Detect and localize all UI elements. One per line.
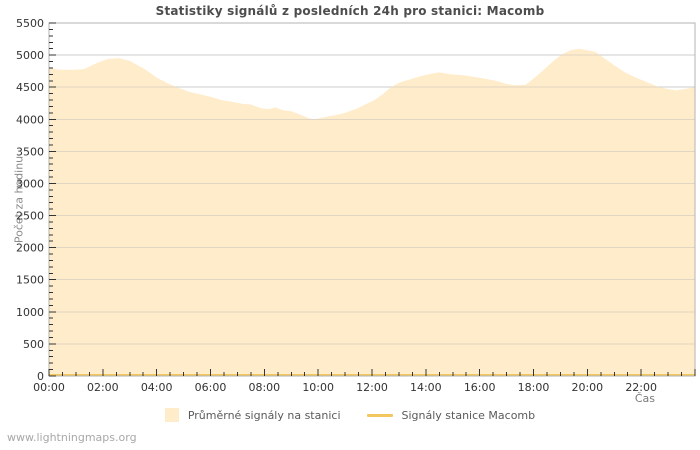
x-axis-title: Čas (634, 392, 655, 405)
chart-title: Statistiky signálů z posledních 24h pro … (155, 4, 545, 18)
watermark-link[interactable]: www.lightningmaps.org (7, 431, 137, 444)
y-tick-label: 0 (37, 370, 44, 383)
legend-item-station-signals: Signály stanice Macomb (366, 408, 536, 422)
x-tick-label: 06:00 (195, 381, 227, 394)
legend-label-average-signals: Průměrné signály na stanici (187, 408, 341, 422)
chart-legend: Průměrné signály na stanici Signály stan… (0, 408, 700, 422)
area-swatch-icon (164, 408, 179, 422)
x-tick-label: 18:00 (518, 381, 550, 394)
average-signals-area (49, 48, 695, 376)
y-gridlines-overlay (49, 54, 695, 345)
line-swatch-icon (366, 413, 393, 417)
y-tick-label: 2500 (16, 210, 44, 223)
y-tick-label: 4500 (16, 81, 44, 94)
x-tick-label: 20:00 (571, 381, 603, 394)
legend-item-average-signals: Průměrné signály na stanici (164, 408, 341, 422)
x-tick-label: 16:00 (464, 381, 496, 394)
y-tick-label: 2000 (16, 242, 44, 255)
x-tick-label: 02:00 (87, 381, 119, 394)
legend-label-station-signals: Signály stanice Macomb (401, 408, 536, 422)
x-tick-label: 08:00 (248, 381, 280, 394)
x-tick-label: 22:00 (625, 381, 657, 394)
x-tick-label: 00:00 (33, 381, 65, 394)
x-tick-labels: 00:00 02:00 04:00 06:00 08:00 10:00 12:00 14:00… (33, 381, 657, 394)
y-tick-label: 3000 (16, 177, 44, 190)
x-tick-label: 10:00 (302, 381, 334, 394)
y-tick-label: 500 (23, 338, 44, 351)
y-tick-label: 4000 (16, 113, 44, 126)
x-tick-label: 12:00 (356, 381, 388, 394)
y-tick-label: 1000 (16, 306, 44, 319)
y-tick-labels: 0 500 1000 1500 2000 2500 3000 3500 4000 4500 5000… (16, 17, 44, 383)
x-axis-ticks (48, 369, 696, 376)
y-tick-label: 5000 (16, 49, 44, 62)
y-tick-label: 1500 (16, 274, 44, 287)
y-tick-label: 3500 (16, 145, 44, 158)
x-tick-label: 04:00 (141, 381, 173, 394)
x-tick-label: 14:00 (410, 381, 442, 394)
y-tick-label: 5500 (16, 17, 44, 30)
y-axis-ticks (49, 22, 56, 377)
